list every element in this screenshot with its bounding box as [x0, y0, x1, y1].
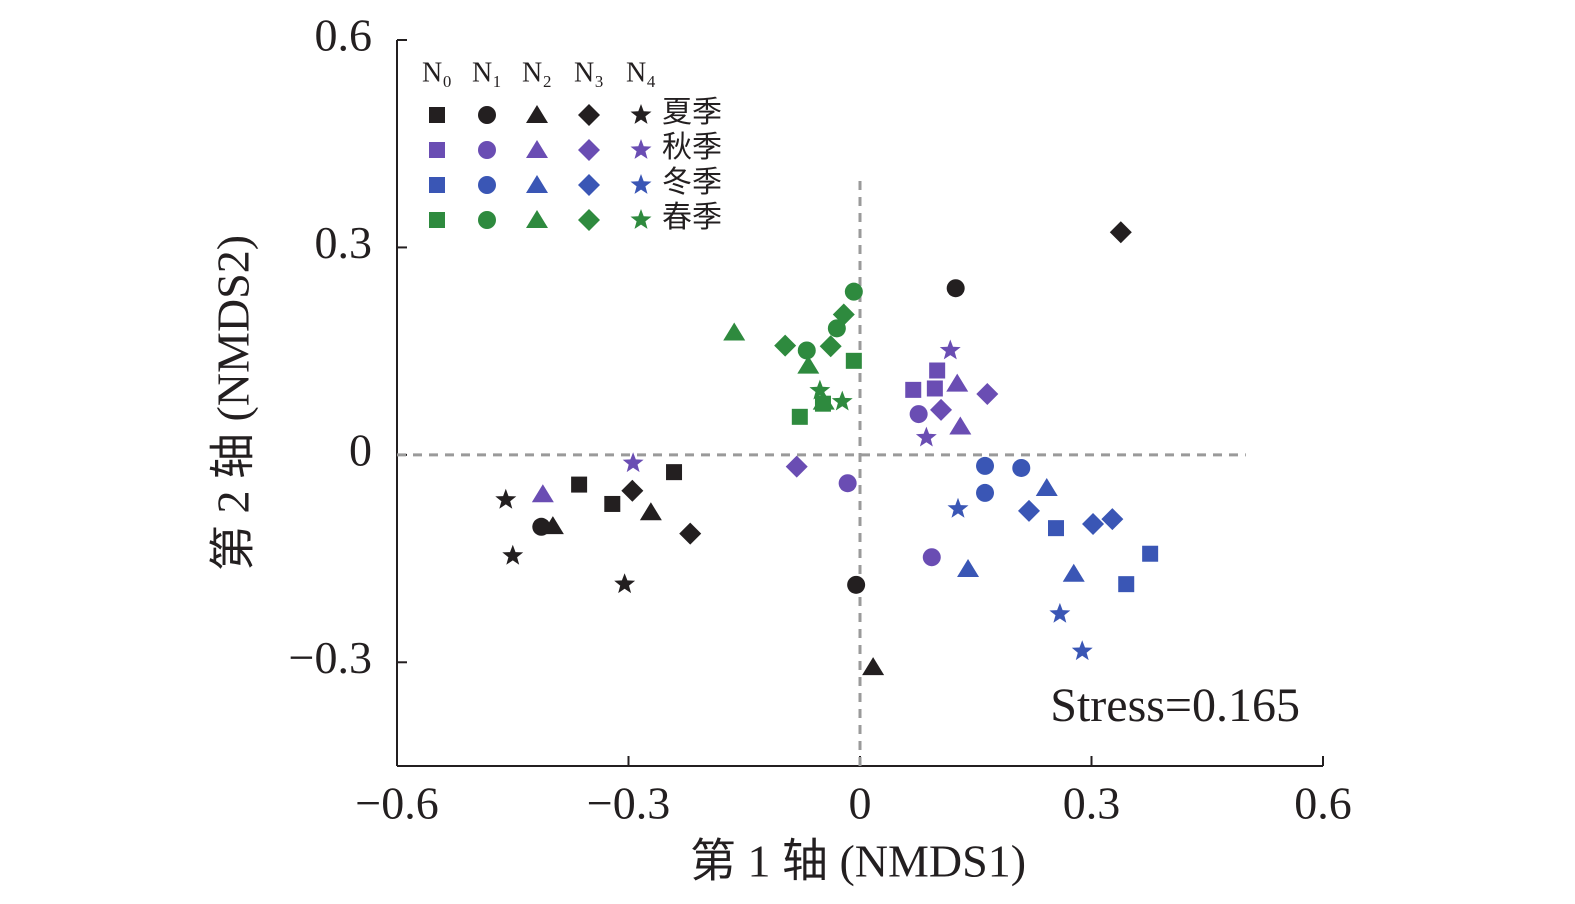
- point: [495, 488, 517, 509]
- y-tick-label: 0.3: [315, 217, 373, 268]
- point: [922, 548, 941, 567]
- point: [1109, 221, 1132, 244]
- point: [976, 383, 999, 406]
- y-tick-label: −0.3: [289, 632, 372, 683]
- point: [976, 456, 995, 475]
- y-axis-label: 第 2 轴 (NMDS2): [208, 235, 259, 571]
- point: [797, 341, 816, 360]
- point: [614, 573, 636, 594]
- legend-column-label: N₁: [472, 57, 502, 88]
- legend-label: 冬季: [662, 166, 722, 199]
- point: [622, 452, 644, 473]
- point: [723, 322, 746, 341]
- legend-marker: [478, 211, 496, 229]
- legend-marker: [429, 177, 445, 193]
- legend-column-label: N₂: [522, 57, 552, 88]
- point: [844, 282, 863, 301]
- x-tick-label: −0.3: [587, 778, 670, 829]
- legend-marker: [578, 174, 600, 196]
- legend-marker: [526, 140, 548, 158]
- point: [812, 391, 835, 410]
- point: [827, 319, 846, 338]
- legend-column-label: N₄: [626, 57, 656, 88]
- point: [845, 352, 862, 369]
- legend-label: 夏季: [662, 96, 722, 129]
- legend-marker: [478, 176, 496, 194]
- point: [621, 479, 644, 502]
- legend-label: 秋季: [662, 131, 722, 164]
- point: [502, 544, 524, 565]
- point: [976, 483, 995, 502]
- point: [847, 575, 866, 594]
- point: [930, 398, 953, 421]
- legend-marker: [478, 141, 496, 159]
- point: [1017, 499, 1040, 522]
- legend-marker: [478, 106, 496, 124]
- point: [1035, 478, 1058, 497]
- legend-marker: [578, 139, 600, 161]
- point: [785, 455, 808, 478]
- point: [571, 476, 588, 493]
- point: [1049, 602, 1071, 623]
- legend-marker: [630, 104, 652, 124]
- point: [957, 558, 980, 577]
- point: [531, 484, 554, 503]
- point: [946, 279, 965, 298]
- legend-marker: [429, 142, 445, 158]
- point: [1101, 508, 1124, 531]
- legend-marker: [578, 104, 600, 126]
- point: [809, 379, 831, 400]
- point: [946, 373, 969, 392]
- point: [947, 497, 969, 518]
- point: [1082, 513, 1105, 535]
- point: [909, 405, 928, 424]
- point: [929, 362, 946, 379]
- point: [862, 657, 885, 676]
- point: [926, 380, 943, 397]
- point: [1062, 563, 1085, 582]
- point: [797, 355, 820, 374]
- x-tick-label: 0.6: [1294, 778, 1352, 829]
- point: [819, 335, 842, 358]
- x-axis-label: 第 1 轴 (NMDS1): [690, 836, 1026, 887]
- point: [774, 334, 797, 357]
- legend-column-label: N₃: [574, 57, 604, 88]
- point: [679, 522, 702, 545]
- point: [1118, 576, 1135, 593]
- legend-marker: [526, 175, 548, 193]
- legend-label: 春季: [662, 201, 722, 234]
- point: [541, 516, 564, 535]
- x-tick-label: −0.6: [355, 778, 438, 829]
- y-tick-label: 0: [349, 424, 372, 475]
- point: [838, 474, 857, 493]
- x-tick-label: 0.3: [1063, 778, 1121, 829]
- point: [1012, 458, 1031, 477]
- x-tick-label: 0: [849, 778, 872, 829]
- point: [1071, 640, 1093, 661]
- point: [1048, 520, 1065, 537]
- legend-marker: [526, 210, 548, 228]
- point: [639, 502, 662, 521]
- legend-column-label: N₀: [422, 57, 452, 88]
- legend-marker: [630, 139, 652, 159]
- legend-marker: [526, 105, 548, 123]
- y-tick-label: 0.6: [315, 10, 373, 61]
- point: [666, 464, 683, 481]
- stress-annotation: Stress=0.165: [1050, 679, 1300, 732]
- point: [939, 339, 961, 360]
- point: [905, 381, 922, 398]
- legend-marker: [429, 107, 445, 123]
- point: [831, 390, 853, 411]
- legend-marker: [630, 174, 652, 194]
- point: [915, 426, 937, 447]
- legend-marker: [578, 209, 600, 231]
- legend-marker: [630, 209, 652, 229]
- point: [832, 303, 855, 326]
- point: [791, 408, 808, 425]
- point: [1142, 545, 1159, 562]
- point: [949, 416, 972, 435]
- point: [604, 495, 621, 512]
- legend-marker: [429, 212, 445, 228]
